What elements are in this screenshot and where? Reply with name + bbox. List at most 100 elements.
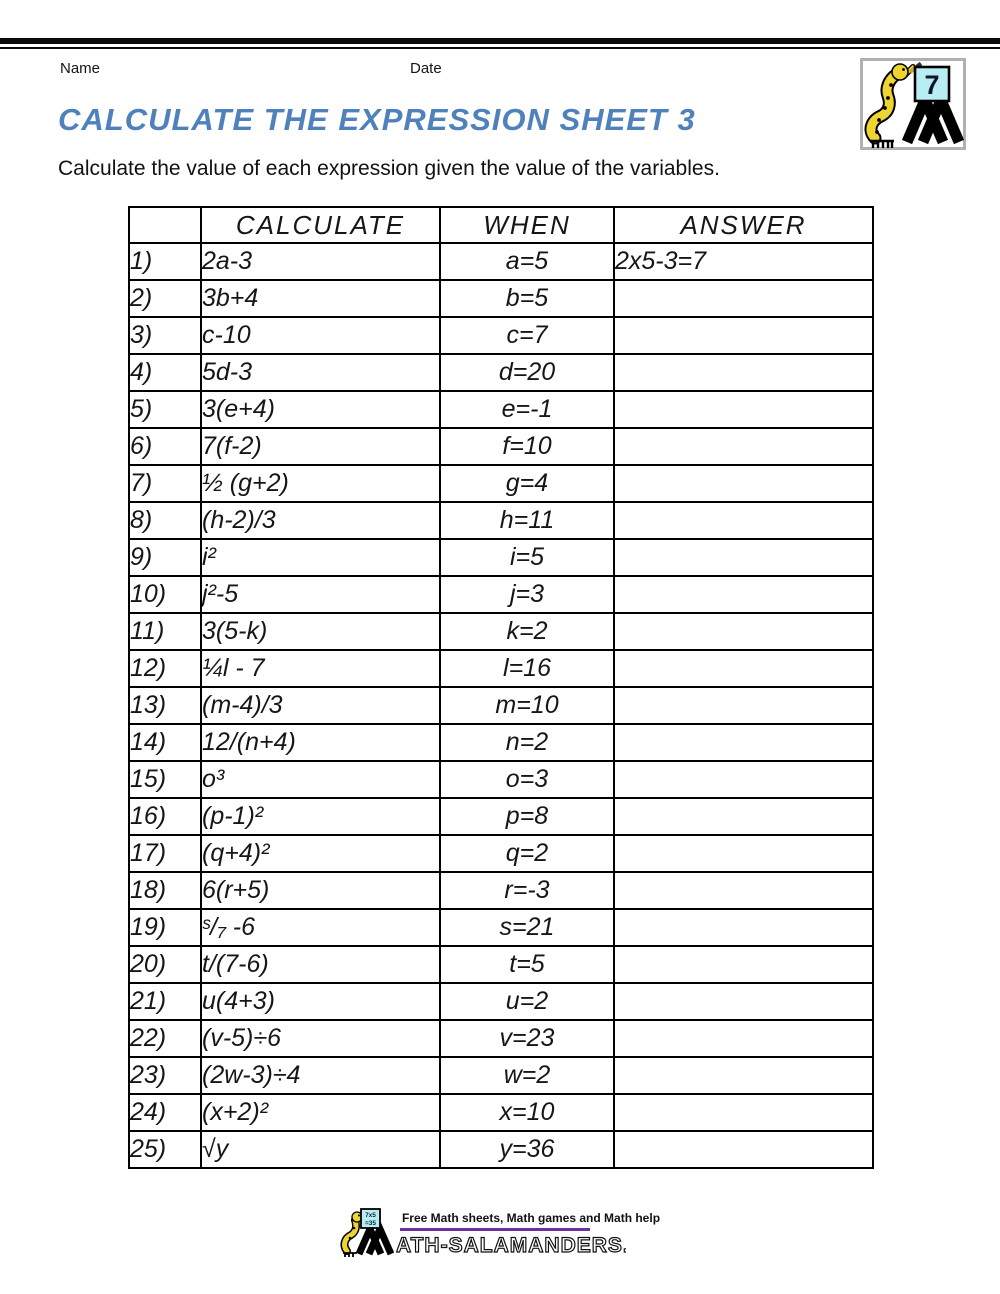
mini-salamander-icon: [340, 1211, 366, 1257]
cell-when: o=3: [439, 760, 615, 799]
cell-calculate: c-10: [200, 316, 441, 355]
cell-when: l=16: [439, 649, 615, 688]
cell-calculate: 3b+4: [200, 279, 441, 318]
cell-when: x=10: [439, 1093, 615, 1132]
table-row: 13) (m-4)/3 m=10: [128, 686, 874, 725]
cell-calculate: √y: [200, 1130, 441, 1169]
cell-calculate: 5d-3: [200, 353, 441, 392]
math-salamanders-badge: 7: [860, 58, 966, 150]
cell-answer: [613, 797, 874, 836]
cell-when: a=5: [439, 242, 615, 281]
row-number: 6): [128, 427, 202, 466]
cell-calculate: u(4+3): [200, 982, 441, 1021]
table-row: 15) o³ o=3: [128, 760, 874, 799]
cell-calculate: t/(7-6): [200, 945, 441, 984]
row-number: 5): [128, 390, 202, 429]
row-number: 24): [128, 1093, 202, 1132]
mini-card-line2: =35: [365, 1220, 376, 1227]
easel-m-icon: [355, 1220, 394, 1256]
table-row: 18) 6(r+5) r=-3: [128, 871, 874, 910]
cell-calculate: (x+2)²: [200, 1093, 441, 1132]
table-row: 17) (q+4)² q=2: [128, 834, 874, 873]
badge-number: 7: [924, 70, 939, 100]
mini-card-line1: 7x5: [365, 1212, 376, 1219]
cell-calculate: 2a-3: [200, 242, 441, 281]
cell-answer: [613, 649, 874, 688]
cell-answer: [613, 1093, 874, 1132]
table-row: 22) (v-5)÷6 v=23: [128, 1019, 874, 1058]
row-number: 8): [128, 501, 202, 540]
cell-answer: [613, 353, 874, 392]
row-number: 18): [128, 871, 202, 910]
footer-wordmark: ATH-SALAMANDERS.COM: [396, 1233, 626, 1257]
cell-when: p=8: [439, 797, 615, 836]
cell-answer: [613, 538, 874, 577]
cell-when: i=5: [439, 538, 615, 577]
cell-when: b=5: [439, 279, 615, 318]
row-number: 10): [128, 575, 202, 614]
cell-calculate: (2w-3)÷4: [200, 1056, 441, 1095]
cell-calculate: 12/(n+4): [200, 723, 441, 762]
header-calculate: CALCULATE: [200, 206, 441, 244]
cell-answer: [613, 1019, 874, 1058]
cell-calculate: j²-5: [200, 575, 441, 614]
row-number: 22): [128, 1019, 202, 1058]
cell-when: y=36: [439, 1130, 615, 1169]
cell-when: j=3: [439, 575, 615, 614]
cell-answer: [613, 464, 874, 503]
table-row: 12) ¼l - 7 l=16: [128, 649, 874, 688]
table-row: 20) t/(7-6) t=5: [128, 945, 874, 984]
cell-answer: [613, 871, 874, 910]
header-blank: [128, 206, 202, 244]
cell-answer: [613, 427, 874, 466]
row-number: 21): [128, 982, 202, 1021]
table-row: 16) (p-1)² p=8: [128, 797, 874, 836]
cell-calculate: ˢ/₇ -6: [200, 908, 441, 947]
cell-when: g=4: [439, 464, 615, 503]
cell-calculate: 3(5-k): [200, 612, 441, 651]
table-row: 25) √y y=36: [128, 1130, 874, 1169]
cell-when: r=-3: [439, 871, 615, 910]
row-number: 11): [128, 612, 202, 651]
cell-answer: [613, 390, 874, 429]
cell-when: k=2: [439, 612, 615, 651]
row-number: 14): [128, 723, 202, 762]
cell-answer: [613, 945, 874, 984]
row-number: 19): [128, 908, 202, 947]
row-number: 13): [128, 686, 202, 725]
cell-answer: [613, 1130, 874, 1169]
row-number: 4): [128, 353, 202, 392]
cell-calculate: (h-2)/3: [200, 501, 441, 540]
row-number: 9): [128, 538, 202, 577]
row-number: 16): [128, 797, 202, 836]
row-number: 12): [128, 649, 202, 688]
cell-calculate: (p-1)²: [200, 797, 441, 836]
cell-answer: [613, 501, 874, 540]
table-row: 8) (h-2)/3 h=11: [128, 501, 874, 540]
cell-calculate: 7(f-2): [200, 427, 441, 466]
name-label: Name: [60, 60, 101, 77]
cell-answer: [613, 760, 874, 799]
cell-answer: 2x5-3=7: [613, 242, 874, 281]
footer-tagline: Free Math sheets, Math games and Math he…: [401, 1211, 661, 1225]
cell-when: u=2: [439, 982, 615, 1021]
header-answer: ANSWER: [613, 206, 874, 244]
table-row: 21) u(4+3) u=2: [128, 982, 874, 1021]
cell-calculate: (q+4)²: [200, 834, 441, 873]
table-row: 10) j²-5 j=3: [128, 575, 874, 614]
expression-table-body: 1) 2a-3 a=5 2x5-3=7 2) 3b+4 b=5 3) c-10 c=7 4) 5d-3…: [128, 242, 874, 1169]
instruction-text: Calculate the value of each expression g…: [58, 157, 720, 180]
cell-answer: [613, 723, 874, 762]
cell-calculate: i²: [200, 538, 441, 577]
footer-wordmark-text: ATH-SALAMANDERS.COM: [396, 1234, 626, 1257]
cell-calculate: ½ (g+2): [200, 464, 441, 503]
cell-answer: [613, 982, 874, 1021]
mini-number-card: 7x5 =35: [360, 1208, 381, 1229]
row-number: 1): [128, 242, 202, 281]
footer-divider: [399, 1228, 590, 1231]
row-number: 17): [128, 834, 202, 873]
cell-when: w=2: [439, 1056, 615, 1095]
cell-when: q=2: [439, 834, 615, 873]
table-header-row: CALCULATE WHEN ANSWER: [128, 206, 874, 244]
cell-answer: [613, 316, 874, 355]
